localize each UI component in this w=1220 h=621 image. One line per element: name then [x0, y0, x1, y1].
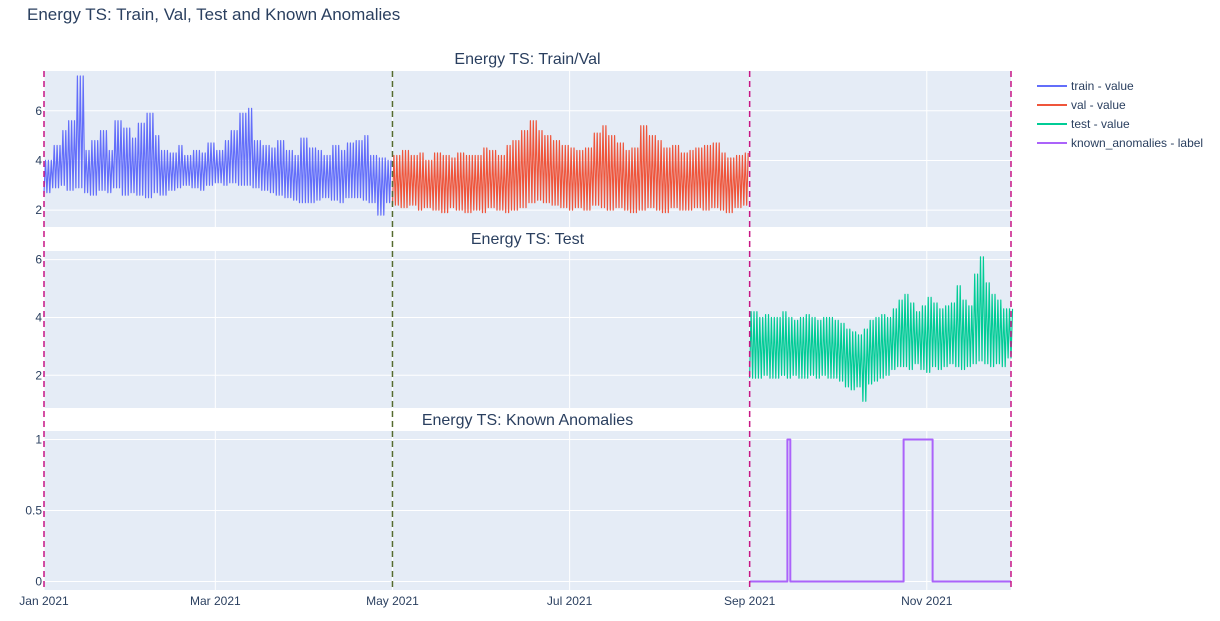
- y-tick-label: 1: [35, 433, 42, 447]
- x-tick-label: Jul 2021: [547, 594, 593, 608]
- legend-label: test - value: [1071, 117, 1130, 131]
- subplot-title-band: [44, 408, 1011, 429]
- series-line-val: [391, 120, 749, 214]
- legend-label: train - value: [1071, 79, 1134, 93]
- y-tick-label: 4: [35, 310, 42, 324]
- y-tick-label: 6: [35, 253, 42, 267]
- subplot-title-band: [44, 47, 1011, 68]
- legend-item[interactable]: val - value: [1037, 98, 1126, 112]
- subplot-title-band: [44, 227, 1011, 248]
- x-tick-label: Jan 2021: [19, 594, 69, 608]
- series-line-train: [43, 75, 392, 216]
- subplot-1: 2 4 6 Energy TS: Train/Val: [35, 47, 1011, 230]
- y-tick-label: 6: [35, 104, 42, 118]
- series-line-known_anomalies: [749, 438, 1011, 583]
- x-tick-label: Sep 2021: [724, 594, 776, 608]
- legend-item[interactable]: known_anomalies - label: [1037, 136, 1203, 150]
- x-tick-label: May 2021: [366, 594, 419, 608]
- legend-item[interactable]: test - value: [1037, 117, 1130, 131]
- x-tick-label: Nov 2021: [901, 594, 953, 608]
- x-tick-label: Mar 2021: [190, 594, 241, 608]
- legend: train - value val - value test - value know…: [1037, 79, 1203, 150]
- legend-label: val - value: [1071, 98, 1126, 112]
- y-tick-label: 0: [35, 574, 42, 588]
- y-tick-label: 2: [35, 368, 42, 382]
- legend-item[interactable]: train - value: [1037, 79, 1134, 93]
- subplot-title: Energy TS: Train/Val: [454, 51, 600, 68]
- figure-title: Energy TS: Train, Val, Test and Known An…: [27, 5, 401, 24]
- y-tick-label: 0.5: [25, 504, 42, 518]
- subplot-title: Energy TS: Test: [471, 231, 585, 248]
- y-tick-label: 2: [35, 203, 42, 217]
- subplot-3: 0 0.5 1 Energy TS: Known Anomalies: [25, 408, 1011, 590]
- subplot-2: 2 4 6 Energy TS: Test: [35, 227, 1014, 410]
- subplot-title: Energy TS: Known Anomalies: [422, 412, 633, 429]
- legend-label: known_anomalies - label: [1071, 136, 1203, 150]
- series-line-test: [749, 256, 1014, 402]
- y-tick-label: 4: [35, 153, 42, 167]
